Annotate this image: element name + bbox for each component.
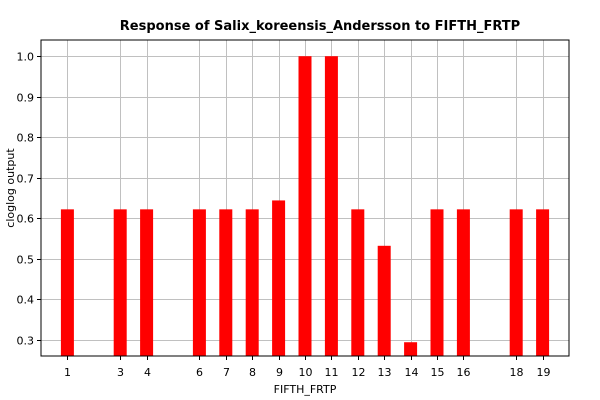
x-tick-label: 9	[276, 366, 283, 379]
y-tick-label: 0.9	[17, 92, 35, 105]
x-tick-label: 12	[352, 366, 366, 379]
bar-9	[272, 200, 286, 356]
y-axis-label: cloglog output	[4, 148, 17, 228]
bars	[60, 56, 550, 356]
y-tick-label: 0.4	[17, 294, 35, 307]
bar-14	[404, 342, 418, 356]
chart-title: Response of Salix_koreensis_Andersson to…	[120, 19, 520, 34]
x-tick-label: 19	[537, 366, 551, 379]
bar-19	[536, 209, 550, 356]
bar-1	[60, 209, 74, 356]
bar-16	[456, 209, 470, 356]
bar-8	[245, 209, 259, 356]
x-tick-label: 13	[378, 366, 392, 379]
y-tick-label: 0.5	[17, 254, 35, 267]
x-tick-label: 7	[223, 366, 230, 379]
y-tick-label: 0.7	[17, 173, 35, 186]
y-axis-ticks: 0.3 0.4 0.5 0.6 0.7 0.8 0.9 1.0	[17, 51, 41, 348]
x-axis-ticks: 1 3 4 6 7 8 9 10 11 12 13 14 15 16 18 19	[64, 356, 551, 379]
x-tick-label: 18	[510, 366, 524, 379]
bar-10	[298, 56, 312, 356]
x-tick-label: 8	[249, 366, 256, 379]
x-tick-label: 6	[196, 366, 203, 379]
y-tick-label: 0.3	[17, 335, 35, 348]
bar-18	[509, 209, 523, 356]
x-tick-label: 14	[405, 366, 419, 379]
y-tick-label: 1.0	[17, 51, 35, 64]
bar-6	[192, 209, 206, 356]
bar-15	[430, 209, 444, 356]
bar-13	[377, 245, 391, 356]
x-tick-label: 3	[117, 366, 124, 379]
bar-7	[219, 209, 233, 356]
y-tick-label: 0.6	[17, 213, 35, 226]
bar-11	[324, 56, 338, 356]
x-axis-label: FIFTH_FRTP	[274, 383, 337, 396]
x-tick-label: 16	[457, 366, 471, 379]
bar-4	[140, 209, 154, 356]
bar-3	[113, 209, 127, 356]
x-tick-label: 10	[299, 366, 313, 379]
x-tick-label: 1	[64, 366, 71, 379]
x-tick-label: 4	[144, 366, 151, 379]
y-tick-label: 0.8	[17, 132, 35, 145]
x-tick-label: 15	[431, 366, 445, 379]
bar-12	[351, 209, 365, 356]
x-tick-label: 11	[325, 366, 339, 379]
